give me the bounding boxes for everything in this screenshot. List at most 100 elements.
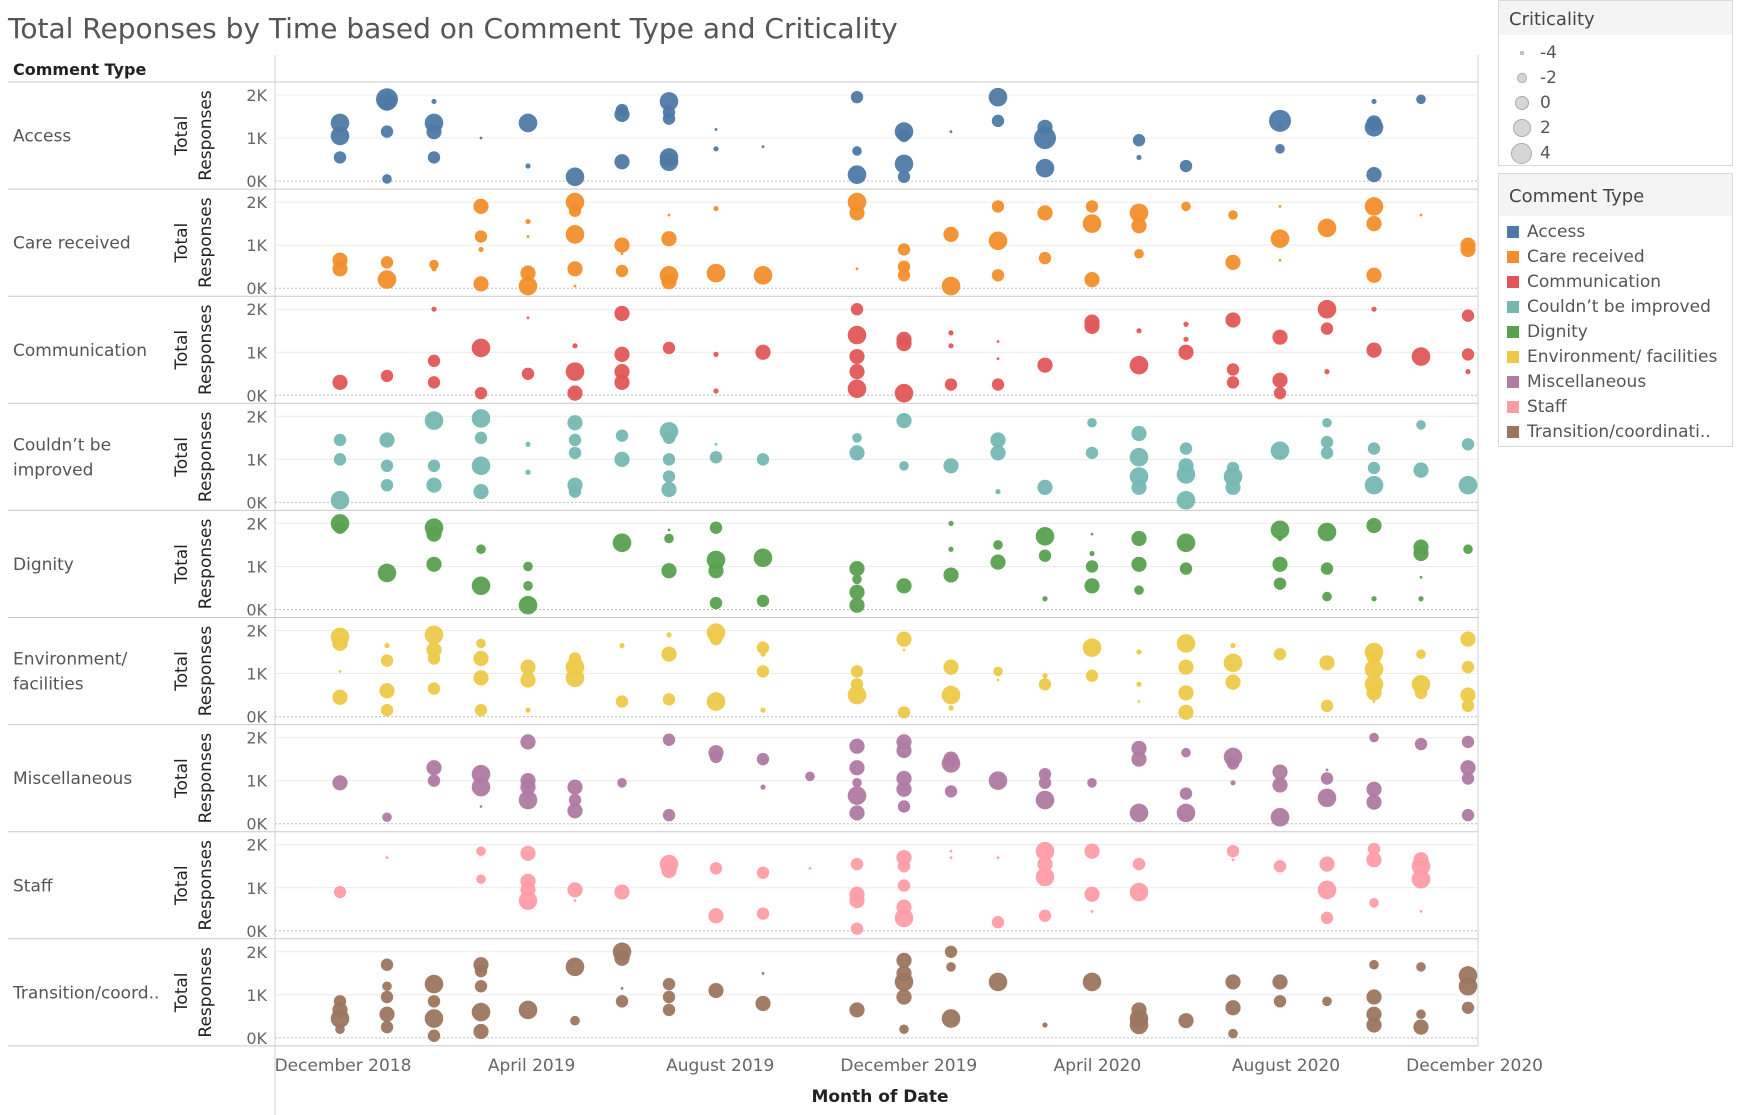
data-point[interactable] [849, 584, 865, 600]
criticality-legend-item[interactable]: 2 [1507, 118, 1551, 138]
data-point[interactable] [1042, 673, 1048, 679]
data-point[interactable] [523, 561, 533, 572]
data-point[interactable] [614, 451, 630, 467]
data-point[interactable] [949, 849, 953, 853]
data-point[interactable] [1366, 167, 1382, 183]
data-point[interactable] [520, 659, 536, 675]
data-point[interactable] [661, 274, 677, 290]
data-point[interactable] [1416, 1009, 1426, 1020]
data-point[interactable] [614, 154, 630, 170]
data-point[interactable] [523, 581, 533, 591]
data-point[interactable] [1084, 318, 1100, 335]
data-point[interactable] [1364, 197, 1384, 216]
data-point[interactable] [1272, 764, 1288, 780]
data-point[interactable] [471, 456, 491, 476]
data-point[interactable] [567, 779, 583, 795]
data-point[interactable] [424, 411, 444, 430]
data-point[interactable] [568, 446, 582, 460]
data-point[interactable] [1131, 751, 1147, 767]
data-point[interactable] [897, 260, 911, 273]
data-point[interactable] [1042, 1022, 1048, 1028]
data-point[interactable] [1366, 1017, 1382, 1033]
data-point[interactable] [948, 343, 954, 349]
data-point[interactable] [988, 771, 1008, 790]
data-point[interactable] [944, 785, 958, 798]
data-point[interactable] [1226, 376, 1240, 389]
data-point[interactable] [761, 971, 765, 975]
data-point[interactable] [429, 259, 439, 270]
data-point[interactable] [897, 269, 911, 282]
data-point[interactable] [1134, 585, 1144, 595]
data-point[interactable] [996, 340, 1000, 343]
data-point[interactable] [661, 231, 677, 247]
data-point[interactable] [1371, 596, 1377, 602]
data-point[interactable] [526, 316, 530, 320]
data-point[interactable] [1228, 1028, 1238, 1039]
comment-type-legend-item[interactable]: Transition/coordinati.. [1507, 422, 1711, 442]
data-point[interactable] [990, 445, 1006, 461]
data-point[interactable] [1225, 312, 1241, 328]
data-point[interactable] [849, 1002, 865, 1018]
criticality-legend[interactable]: Criticality -4 -2 0 2 4 [1498, 0, 1733, 166]
data-point[interactable] [612, 533, 632, 553]
data-point[interactable] [525, 163, 531, 169]
data-point[interactable] [849, 760, 865, 776]
data-point[interactable] [850, 665, 864, 678]
data-point[interactable] [1411, 347, 1431, 366]
data-point[interactable] [525, 218, 531, 225]
data-point[interactable] [755, 995, 771, 1012]
data-point[interactable] [520, 845, 536, 861]
data-point[interactable] [1419, 910, 1423, 913]
data-point[interactable] [662, 431, 676, 445]
data-point[interactable] [1270, 229, 1290, 248]
data-point[interactable] [988, 972, 1008, 992]
data-point[interactable] [1369, 898, 1379, 908]
data-point[interactable] [521, 367, 535, 380]
data-point[interactable] [659, 152, 679, 172]
data-point[interactable] [380, 256, 394, 269]
data-point[interactable] [1463, 544, 1473, 555]
data-point[interactable] [1082, 972, 1102, 992]
data-point[interactable] [471, 777, 491, 797]
data-point[interactable] [382, 812, 392, 823]
data-point[interactable] [1129, 447, 1149, 467]
data-point[interactable] [755, 344, 771, 360]
data-point[interactable] [1129, 355, 1149, 375]
data-point[interactable] [473, 670, 489, 686]
data-point[interactable] [1273, 647, 1287, 661]
data-point[interactable] [1416, 962, 1426, 972]
data-point[interactable] [852, 433, 862, 443]
data-point[interactable] [332, 261, 348, 277]
data-point[interactable] [988, 87, 1008, 107]
data-point[interactable] [850, 90, 864, 104]
data-point[interactable] [1176, 634, 1196, 653]
data-point[interactable] [427, 459, 441, 473]
data-point[interactable] [332, 374, 348, 390]
data-point[interactable] [1319, 655, 1335, 671]
data-point[interactable] [1084, 271, 1100, 288]
data-point[interactable] [1367, 842, 1381, 856]
data-point[interactable] [849, 597, 865, 613]
data-point[interactable] [756, 641, 770, 654]
data-point[interactable] [518, 790, 538, 810]
data-point[interactable] [662, 112, 676, 125]
data-point[interactable] [379, 1006, 395, 1022]
comment-type-legend-item[interactable]: Dignity [1507, 322, 1588, 342]
data-point[interactable] [1317, 522, 1337, 542]
data-point[interactable] [948, 520, 954, 527]
data-point[interactable] [1366, 517, 1382, 534]
data-point[interactable] [1131, 530, 1147, 547]
data-point[interactable] [709, 862, 723, 875]
data-point[interactable] [943, 567, 959, 583]
data-point[interactable] [473, 484, 489, 500]
data-point[interactable] [948, 705, 954, 711]
data-point[interactable] [474, 230, 488, 243]
data-point[interactable] [1416, 94, 1426, 105]
data-point[interactable] [520, 265, 536, 281]
data-point[interactable] [427, 995, 441, 1008]
data-point[interactable] [526, 235, 530, 238]
data-point[interactable] [1317, 299, 1337, 319]
data-point[interactable] [1183, 321, 1189, 327]
data-point[interactable] [427, 682, 441, 695]
data-point[interactable] [948, 330, 954, 336]
